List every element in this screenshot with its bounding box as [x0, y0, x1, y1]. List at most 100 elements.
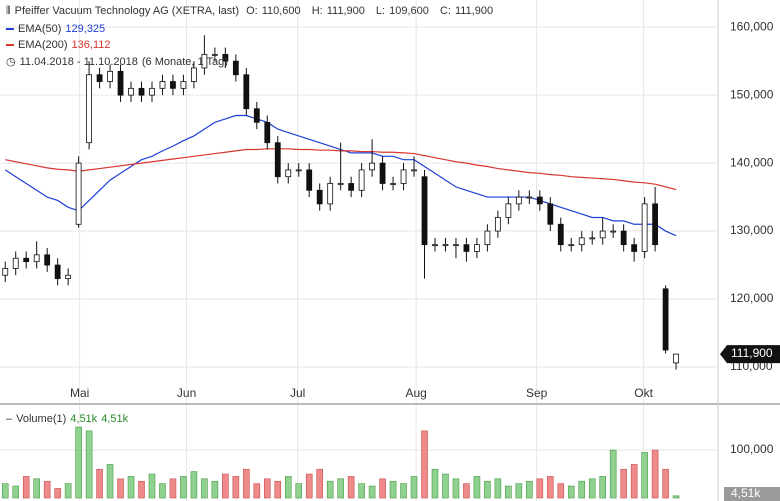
volume-bar	[463, 483, 470, 499]
volume-bar	[117, 478, 124, 499]
volume-bar	[672, 495, 680, 499]
volume-bar	[630, 464, 638, 499]
volume-bar	[263, 478, 271, 499]
volume-bar	[662, 468, 669, 499]
volume-bar	[222, 473, 229, 499]
ohlc-value: 110,600	[261, 5, 301, 17]
ohlc-value: 109,600	[389, 5, 429, 17]
candle-body	[2, 268, 9, 276]
candle-body	[474, 244, 480, 252]
x-tick-label: Okt	[634, 386, 653, 400]
volume-bar	[232, 476, 240, 499]
x-tick-label: Sep	[526, 386, 548, 400]
candle-body	[96, 74, 103, 82]
y-tick-label: 120,000	[730, 291, 774, 305]
candle-body	[515, 196, 522, 205]
candle-body	[327, 183, 334, 205]
volume-badge	[724, 487, 780, 501]
volume-bar	[546, 476, 554, 499]
legend-entry: EMA(50) 129,325	[6, 23, 109, 35]
candle-body	[337, 183, 344, 185]
candle-body	[526, 196, 533, 199]
volume-bar	[557, 483, 565, 499]
ohlc-key: H:	[311, 5, 323, 17]
candle-body	[75, 162, 82, 225]
volume-bar	[421, 430, 428, 499]
candle-body	[494, 217, 501, 232]
y-tick-label: 140,000	[730, 155, 774, 169]
candle-body	[180, 81, 187, 89]
volume-bar	[43, 480, 51, 499]
legend-entry: EMA(200) 136,112	[6, 39, 114, 51]
volume-bar	[85, 430, 93, 499]
clock-icon: ◷	[6, 56, 16, 68]
volume-bar	[494, 478, 502, 499]
candle-body	[599, 230, 606, 239]
candle-body	[12, 257, 19, 269]
volume-value: 4,51k	[101, 413, 129, 425]
volume-bar	[567, 485, 575, 499]
candle-body	[117, 70, 124, 96]
candle-body	[631, 244, 638, 252]
volume-bar	[274, 480, 282, 499]
volume-bar	[588, 478, 596, 499]
candle-body	[620, 230, 627, 246]
volume-bar	[578, 480, 586, 499]
candle-body	[170, 81, 176, 89]
volume-bar	[1, 483, 9, 499]
volume-bar	[389, 480, 397, 499]
candle-body	[107, 70, 113, 82]
candle-body	[191, 67, 197, 82]
y-tick-label: 100,000	[730, 442, 774, 456]
volume-bar	[526, 480, 533, 499]
volume-bar	[505, 485, 512, 499]
volume-bar	[452, 478, 460, 499]
candle-body	[201, 53, 208, 69]
volume-bar	[190, 471, 198, 499]
candle-body	[44, 254, 51, 266]
candle-body	[662, 288, 669, 351]
volume-bar	[536, 478, 544, 499]
volume-bar	[180, 476, 187, 499]
candle-body	[232, 60, 239, 76]
volume-bar	[484, 480, 491, 499]
header: ⫴ Pfeiffer Vacuum Technology AG (XETRA, l…	[6, 5, 501, 18]
candle-body	[610, 230, 617, 233]
candle-body	[390, 183, 396, 185]
last-price-label: 111,900	[731, 346, 773, 360]
candle-body	[641, 203, 648, 252]
volume-legend: ‒ Volume(1) 4,51k 4,51k	[6, 413, 132, 425]
candle-body	[536, 196, 543, 205]
candle-body	[295, 169, 302, 172]
volume-bar	[358, 483, 365, 499]
legend-swatch	[6, 28, 14, 31]
ohlc: H: 111,900	[312, 5, 369, 17]
candle-body	[243, 74, 250, 110]
ohlc: C: 111,900	[440, 5, 497, 17]
candle-body	[33, 254, 40, 263]
candle-body	[589, 237, 596, 240]
candle-body	[411, 169, 417, 172]
candle-body	[159, 81, 166, 89]
volume-title: Volume(1)	[16, 413, 67, 425]
volume-bar	[295, 483, 303, 499]
ohlc-value: 111,900	[326, 5, 365, 17]
candle-body	[306, 169, 313, 191]
candle-body	[222, 53, 229, 62]
volume-bar	[243, 468, 250, 499]
candle-body	[578, 237, 585, 246]
price-panel-bg	[0, 0, 780, 403]
date-range: ◷ 11.04.2018 - 11.10.2018 (6 Monate, 1 Tag…	[6, 55, 232, 68]
y-tick-label: 160,000	[730, 19, 774, 33]
candle-body	[379, 162, 386, 184]
volume-bar	[169, 478, 177, 499]
candle-body	[400, 169, 407, 184]
candle-body	[264, 121, 271, 144]
volume-bar	[400, 483, 407, 499]
volume-bar	[316, 468, 323, 499]
volume-bar	[64, 483, 72, 499]
icon: ⫴	[6, 5, 11, 17]
candle-body	[65, 274, 72, 280]
